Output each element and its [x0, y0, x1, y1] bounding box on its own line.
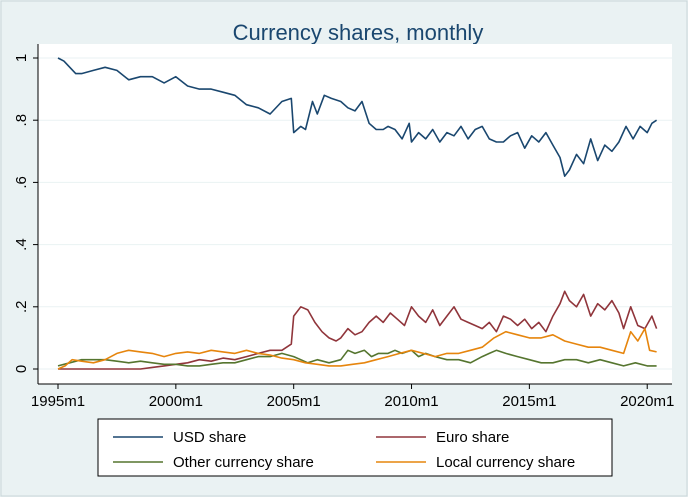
- legend-box: [97, 418, 613, 477]
- series-lines: [57, 57, 658, 370]
- plot-area: [38, 44, 672, 384]
- legend-label-local-currency-share: Local currency share: [436, 454, 575, 471]
- y-tick-label: 0: [13, 365, 30, 373]
- y-tick-label: .8: [13, 114, 30, 127]
- series-line-euro-share: [58, 290, 658, 370]
- legend-label-usd-share: USD share: [173, 429, 246, 446]
- legend: USD share Euro share Other currency share L…: [113, 429, 575, 471]
- y-tick-label: 1: [13, 54, 30, 62]
- x-tick-label: 2020m1: [620, 393, 674, 410]
- y-tick-label: .4: [13, 238, 30, 251]
- x-tick-label: 2005m1: [267, 393, 321, 410]
- x-axis-ticks: 1995m1 2000m1 2005m1 2010m1 2015m1 2020m1: [31, 384, 674, 410]
- y-tick-label: .2: [13, 301, 30, 314]
- y-axis-ticks: 0 .2 .4 .6 .8 1: [13, 54, 38, 373]
- series-line-local-currency-share: [57, 327, 657, 370]
- x-tick-label: 2010m1: [384, 393, 438, 410]
- x-tick-label: 2000m1: [149, 393, 203, 410]
- legend-label-other-currency-share: Other currency share: [173, 454, 314, 471]
- legend-label-euro-share: Euro share: [436, 429, 509, 446]
- series-line-usd-share: [57, 57, 658, 177]
- y-tick-label: .6: [13, 176, 30, 189]
- x-tick-label: 2015m1: [502, 393, 556, 410]
- chart-title: Currency shares, monthly: [233, 20, 484, 45]
- x-tick-label: 1995m1: [31, 393, 85, 410]
- series-line-other-currency-share: [57, 349, 657, 367]
